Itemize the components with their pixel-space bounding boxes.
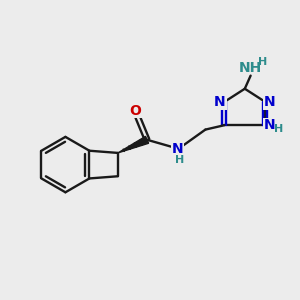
Text: N: N — [264, 118, 275, 132]
Text: N: N — [264, 95, 275, 109]
Text: N: N — [172, 142, 184, 155]
Text: N: N — [214, 95, 226, 109]
Polygon shape — [118, 136, 148, 153]
Text: O: O — [130, 103, 141, 118]
Text: H: H — [258, 57, 268, 67]
Text: NH: NH — [239, 61, 262, 75]
Text: H: H — [175, 154, 184, 165]
Text: H: H — [274, 124, 283, 134]
